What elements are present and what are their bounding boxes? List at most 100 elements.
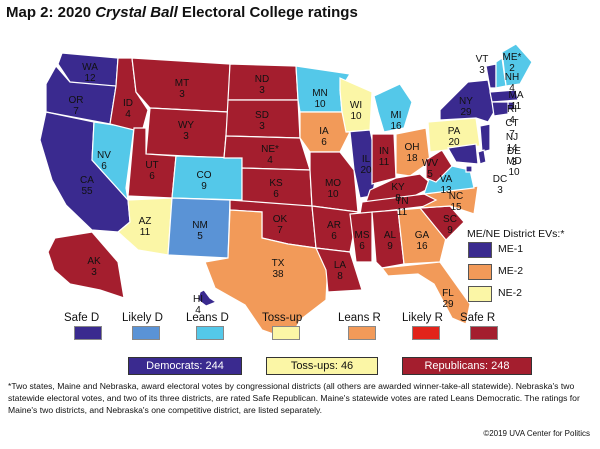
state-abbr-va: VA <box>440 174 453 185</box>
state-ev-ks: 6 <box>273 189 279 200</box>
state-ev-al: 9 <box>387 241 393 252</box>
legend-label-safe-r: Safe R <box>460 312 496 324</box>
district-me1-swatch <box>468 242 492 258</box>
state-abbr-oh: OH <box>405 142 420 153</box>
state-ev-ca: 55 <box>81 186 93 197</box>
tossups-total: Toss-ups: 46 <box>266 357 378 375</box>
state-md <box>447 143 479 165</box>
state-ev-nm: 5 <box>197 231 203 242</box>
state-ev-in: 11 <box>379 157 390 168</box>
state-abbr-il: IL <box>362 154 371 165</box>
state-abbr-ma: MA <box>509 90 524 101</box>
state-ga <box>397 207 447 265</box>
state-nh <box>495 56 507 89</box>
legend-swatch-likely-d <box>132 326 160 340</box>
state-abbr-ms: MS <box>355 230 370 241</box>
state-abbr-ri: RI <box>507 104 517 115</box>
state-ev-oh: 18 <box>406 153 418 164</box>
state-abbr-nv: NV <box>97 150 111 161</box>
state-ev-ri: 4 <box>509 115 515 126</box>
state-abbr-ga: GA <box>415 230 430 241</box>
state-abbr-de: DE <box>507 146 521 157</box>
state-abbr-ak: AK <box>87 256 101 267</box>
legend-swatch-likely-r <box>412 326 440 340</box>
state-ev-wi: 10 <box>350 111 362 122</box>
state-ev-ut: 6 <box>149 171 155 182</box>
state-abbr-tn: TN <box>395 196 408 207</box>
state-abbr-wy: WY <box>178 120 194 131</box>
state-abbr-wa: WA <box>82 62 98 73</box>
state-ev-sd: 3 <box>259 121 265 132</box>
state-ev-nc: 15 <box>450 202 462 213</box>
state-ct <box>491 101 509 117</box>
state-abbr-wi: WI <box>350 100 362 111</box>
state-ev-ia: 6 <box>321 137 327 148</box>
state-ev-wv: 5 <box>427 169 433 180</box>
state-abbr-ky: KY <box>391 182 405 193</box>
state-abbr-ny: NY <box>459 96 473 107</box>
state-ev-ct: 7 <box>509 129 515 140</box>
state-ev-az: 11 <box>140 227 151 238</box>
democrats-total: Democrats: 244 <box>128 357 242 375</box>
state-abbr-mo: MO <box>325 178 341 189</box>
state-abbr-or: OR <box>69 95 84 106</box>
state-abbr-ct: CT <box>505 118 518 129</box>
state-ev-mi: 16 <box>390 121 402 132</box>
state-ev-ms: 6 <box>359 241 365 252</box>
state-abbr-al: AL <box>384 230 397 241</box>
legend-label-safe-d: Safe D <box>64 312 100 324</box>
state-ev-la: 8 <box>337 271 343 282</box>
state-ev-tn: 11 <box>397 207 408 218</box>
state-abbr-dc: DC <box>493 174 507 185</box>
state-abbr-mt: MT <box>175 78 189 89</box>
state-il <box>345 129 379 199</box>
state-abbr-nm: NM <box>192 220 208 231</box>
state-ev-ak: 3 <box>91 267 97 278</box>
credit: ©2019 UVA Center for Politics <box>483 429 590 438</box>
state-ev-mo: 10 <box>327 189 339 200</box>
state-al <box>371 209 405 269</box>
state-abbr-sc: SC <box>443 214 457 225</box>
state-mi <box>373 83 413 133</box>
state-nj <box>479 123 491 153</box>
state-abbr-ia: IA <box>319 126 329 137</box>
state-ev-or: 7 <box>73 106 79 117</box>
state-abbr-mn: MN <box>312 88 328 99</box>
legend-label-likely-d: Likely D <box>122 312 163 324</box>
state-ev-me: 2 <box>509 63 515 74</box>
state-abbr-tx: TX <box>272 258 285 269</box>
state-ev-nd: 3 <box>259 85 265 96</box>
state-ev-vt: 3 <box>479 65 485 76</box>
state-ev-tx: 38 <box>272 269 284 280</box>
legend-swatch-leans-r <box>348 326 376 340</box>
state-ev-ne: 4 <box>267 155 273 166</box>
state-ev-ky: 8 <box>395 193 401 204</box>
state-abbr-fl: FL <box>442 288 454 299</box>
district-ne2-label: NE-2 <box>498 287 522 299</box>
state-ev-id: 4 <box>125 109 131 120</box>
state-abbr-ar: AR <box>327 220 341 231</box>
state-fl <box>380 261 471 325</box>
state-dc <box>465 165 473 173</box>
state-ev-nh: 4 <box>509 83 515 94</box>
state-ev-dc: 3 <box>497 185 503 196</box>
map-title: Map 2: 2020 Crystal Ball Electoral Colle… <box>6 4 358 21</box>
state-ev-wa: 12 <box>84 73 96 84</box>
footnote: *Two states, Maine and Nebraska, award e… <box>8 381 580 415</box>
state-abbr-in: IN <box>379 146 389 157</box>
state-abbr-md: MD <box>506 156 522 167</box>
state-abbr-la: LA <box>334 260 347 271</box>
state-ev-ok: 7 <box>277 225 283 236</box>
state-abbr-hi: HI <box>193 294 203 305</box>
state-ev-va: 13 <box>440 185 452 196</box>
district-me2-swatch <box>468 264 492 280</box>
state-abbr-nh: NH <box>505 72 519 83</box>
state-hi <box>197 289 218 307</box>
state-ev-co: 9 <box>201 181 207 192</box>
state-ev-wy: 3 <box>183 131 189 142</box>
state-ev-mt: 3 <box>179 89 185 100</box>
district-me2-label: ME-2 <box>498 265 524 277</box>
state-wv <box>425 149 453 183</box>
state-ev-ma: 11 <box>511 101 522 112</box>
legend-label-likely-r: Likely R <box>402 312 443 324</box>
